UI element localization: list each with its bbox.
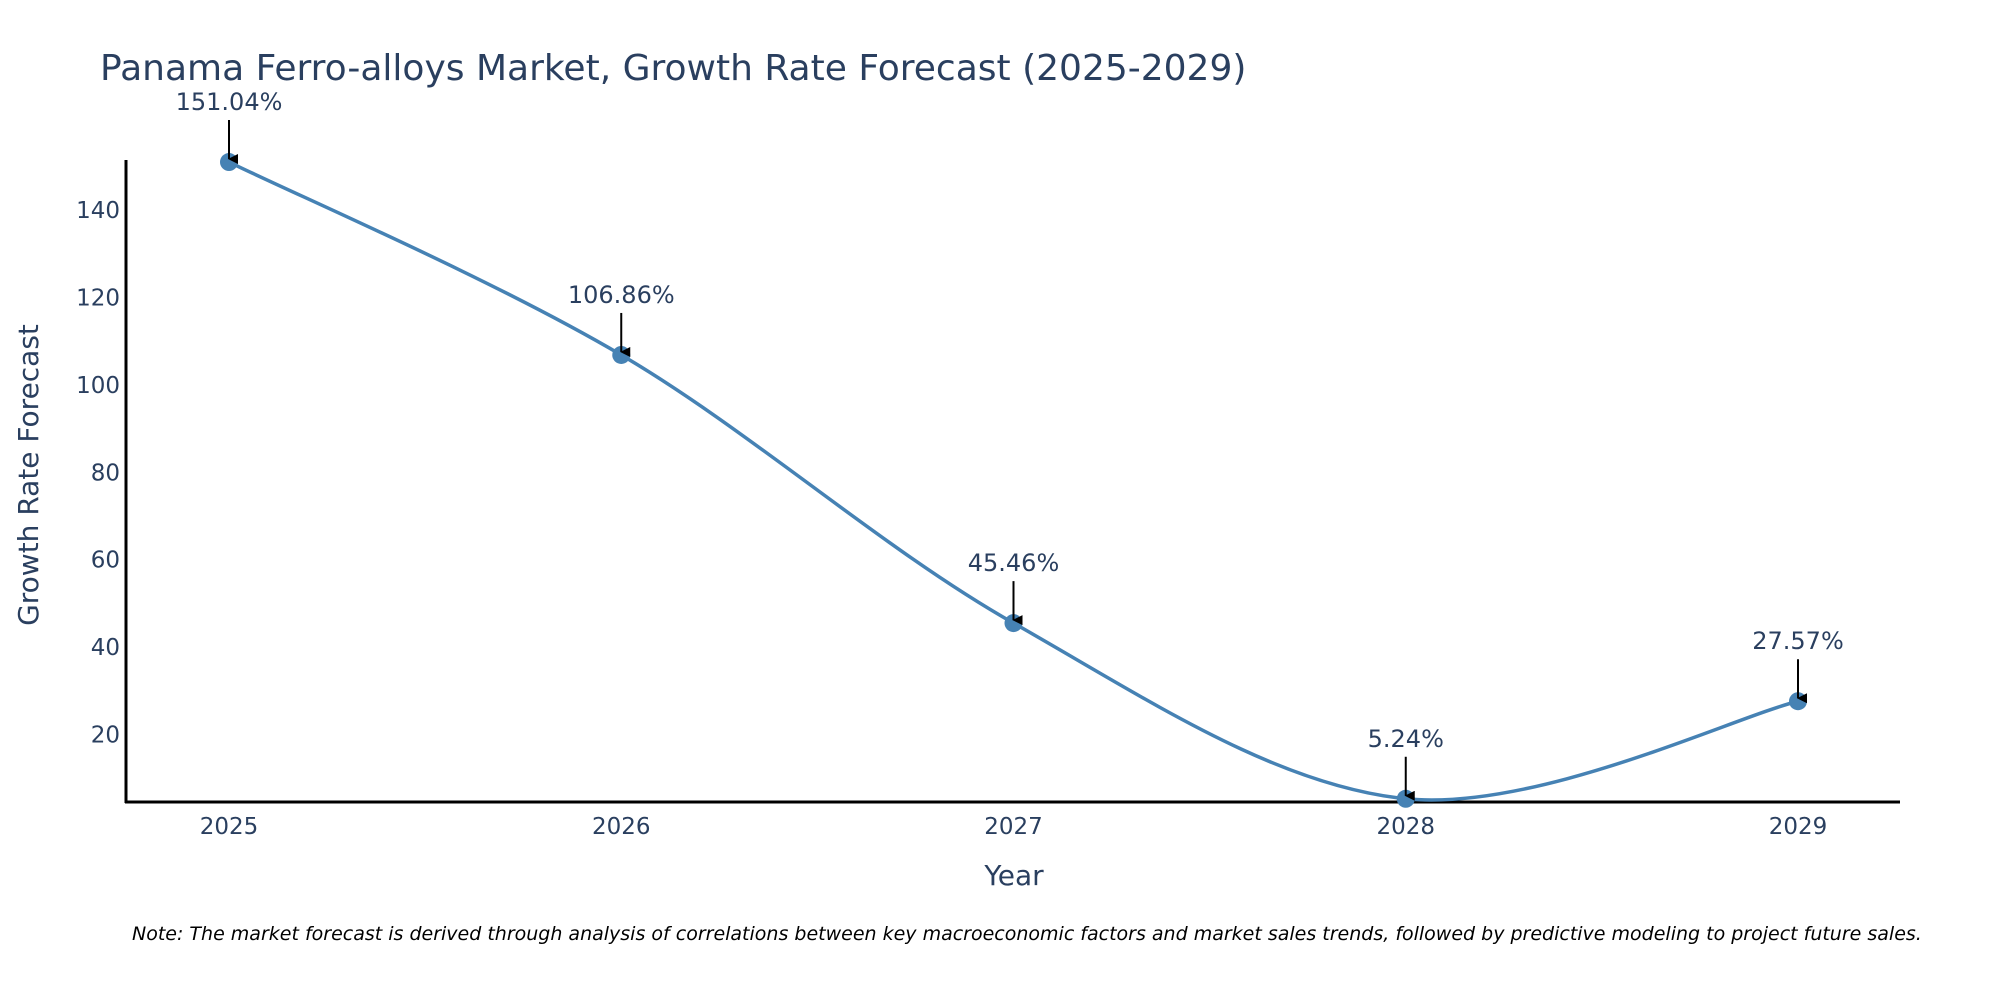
y-tick-label: 100 bbox=[76, 373, 120, 399]
series-line bbox=[228, 160, 1799, 802]
y-tick-label: 140 bbox=[76, 198, 120, 224]
data-label-2025: 151.04% bbox=[176, 88, 283, 116]
x-axis-title: Year bbox=[983, 859, 1044, 892]
x-tick-label: 2027 bbox=[984, 814, 1043, 840]
y-tick-label: 120 bbox=[76, 286, 120, 312]
y-tick-label: 60 bbox=[91, 548, 120, 574]
x-tick-label: 2028 bbox=[1376, 814, 1435, 840]
footnote: Note: The market forecast is derived thr… bbox=[132, 923, 1922, 945]
series-group bbox=[220, 153, 1807, 808]
x-tick-label: 2029 bbox=[1769, 814, 1828, 840]
y-tick-label: 20 bbox=[91, 722, 120, 748]
data-label-2029: 27.57% bbox=[1752, 627, 1844, 655]
data-label-2027: 45.46% bbox=[968, 549, 1060, 577]
y-axis-title: Growth Rate Forecast bbox=[12, 324, 45, 626]
tick-labels: 20 40 60 80 100 120 140 2025 2026 2027 2028 2029 bbox=[76, 198, 1827, 840]
data-label-2028: 5.24% bbox=[1368, 725, 1444, 753]
y-tick-label: 40 bbox=[91, 635, 120, 661]
axes bbox=[124, 160, 1900, 804]
data-label-2026: 106.86% bbox=[568, 281, 675, 309]
annotations: 151.04% 106.86% 45.46% 5.24% 27.57% bbox=[176, 88, 1844, 801]
chart-title: Panama Ferro-alloys Market, Growth Rate … bbox=[100, 48, 1246, 89]
y-tick-label: 80 bbox=[91, 460, 120, 486]
x-tick-label: 2025 bbox=[200, 814, 259, 840]
x-tick-label: 2026 bbox=[592, 814, 651, 840]
